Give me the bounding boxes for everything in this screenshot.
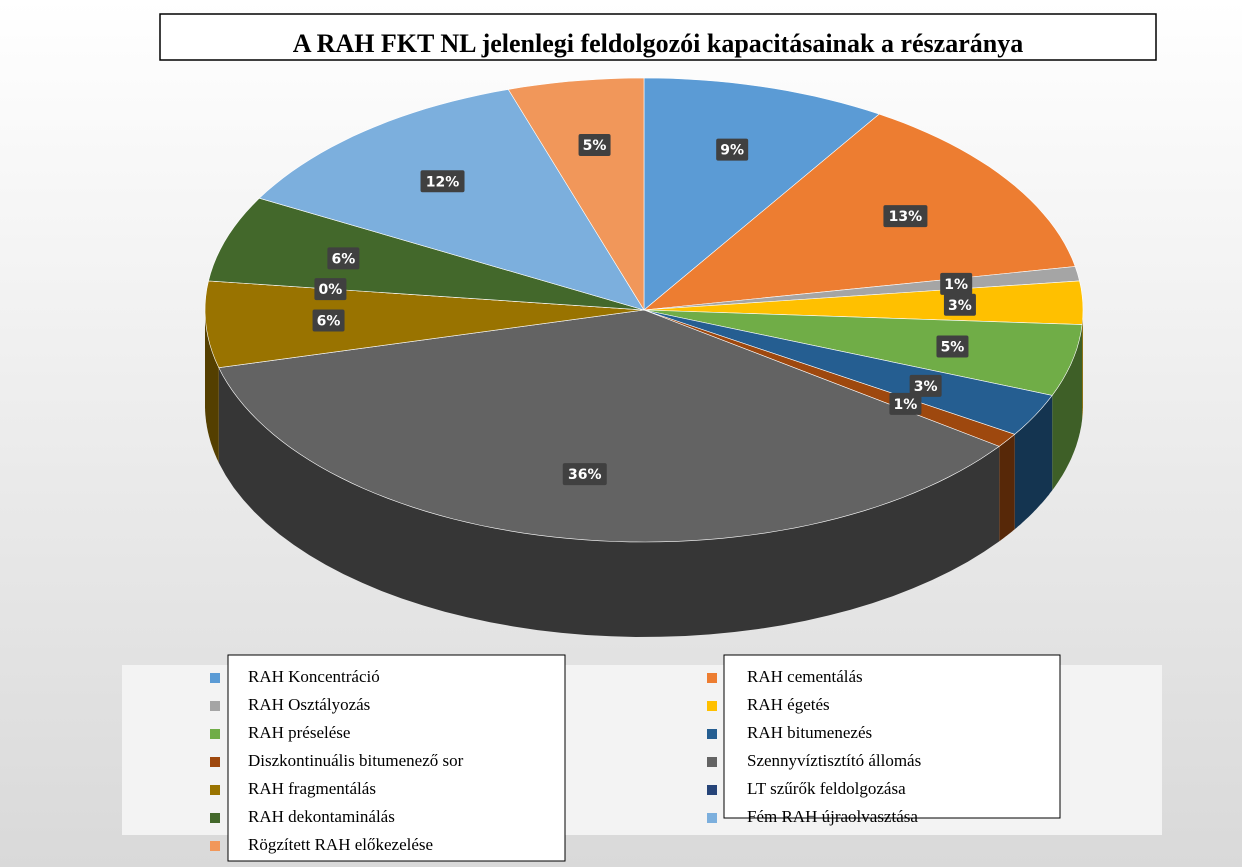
- legend-label: RAH bitumenezés: [747, 723, 872, 742]
- legend-marker: [707, 813, 717, 823]
- slice-side: [999, 434, 1015, 542]
- slice: [643, 309, 1083, 396]
- data-label: 1%: [944, 277, 968, 293]
- legend-label: RAH Koncentráció: [248, 667, 380, 686]
- data-label: 6%: [317, 313, 341, 329]
- legend-marker: [210, 701, 220, 711]
- legend-label: RAH cementálás: [747, 667, 863, 686]
- data-label-box: [883, 205, 928, 228]
- slice-side: [1052, 324, 1083, 491]
- data-label: 0%: [319, 282, 343, 298]
- title-box: [159, 13, 1157, 61]
- data-label: 5%: [583, 138, 607, 154]
- legend-marker: [707, 785, 717, 795]
- data-label-box: [936, 335, 969, 358]
- data-label: 3%: [914, 379, 938, 395]
- data-label: 3%: [948, 298, 972, 314]
- data-label-box: [716, 138, 749, 161]
- slice-side: [1014, 395, 1053, 530]
- data-label-box: [889, 392, 922, 415]
- legend-label: RAH dekontaminálás: [248, 807, 395, 826]
- data-label-box: [312, 309, 345, 332]
- legend-marker: [210, 841, 220, 851]
- legend-label: RAH préselése: [248, 723, 350, 742]
- data-label-box: [940, 272, 973, 295]
- legend-label: Szennyvíztisztító állomás: [747, 751, 921, 770]
- chart-title: A RAH FKT NL jelenlegi feldolgozói kapac…: [293, 29, 1023, 58]
- legend-label: Rögzített RAH előkezelése: [248, 835, 433, 854]
- legend-marker: [707, 673, 717, 683]
- pie: 9% 13% 1% 3% 5% 3% 1% 36% 6% 0% 6% 12% 5%: [204, 77, 1084, 637]
- slice: [643, 77, 880, 311]
- legend-marker: [210, 729, 220, 739]
- legend-label: RAH égetés: [747, 695, 830, 714]
- legend-label: RAH Osztályozás: [248, 695, 370, 714]
- legend-marker: [210, 785, 220, 795]
- data-label-box: [314, 278, 347, 301]
- slice: [643, 113, 1076, 311]
- legend-marker: [707, 729, 717, 739]
- legend-marker: [707, 701, 717, 711]
- legend-label: RAH fragmentálás: [248, 779, 376, 798]
- data-label-box: [420, 170, 465, 193]
- slice: [204, 280, 645, 369]
- data-label: 12%: [426, 174, 460, 190]
- legend-box: [723, 654, 1061, 819]
- legend-marker: [210, 673, 220, 683]
- legend-label: LT szűrők feldolgozása: [747, 779, 906, 798]
- legend-marker: [210, 757, 220, 767]
- slice-side: [218, 367, 1000, 637]
- data-label-box: [909, 374, 942, 397]
- legend-label: Fém RAH újraolvasztása: [747, 807, 918, 826]
- data-label: 36%: [568, 467, 602, 483]
- data-label-box: [578, 134, 611, 157]
- slice-side: [205, 310, 219, 463]
- data-label-box: [943, 293, 976, 316]
- data-label: 5%: [941, 339, 965, 355]
- legend: RAH Koncentráció RAH cementálás RAH Osztál…: [210, 667, 921, 854]
- data-label-box: [562, 463, 607, 486]
- data-label: 1%: [894, 397, 918, 413]
- legend-marker: [210, 813, 220, 823]
- data-label-box: [327, 247, 360, 270]
- legend-marker: [707, 757, 717, 767]
- slice-side: [1082, 310, 1083, 420]
- slice: [643, 309, 1053, 435]
- slice: [218, 309, 1000, 543]
- legend-box: [227, 654, 566, 862]
- legend-label: Diszkontinuális bitumenező sor: [248, 751, 464, 770]
- data-label: 13%: [889, 209, 923, 225]
- slice: [258, 89, 645, 311]
- data-label: 6%: [331, 251, 355, 267]
- data-label: 9%: [720, 143, 744, 159]
